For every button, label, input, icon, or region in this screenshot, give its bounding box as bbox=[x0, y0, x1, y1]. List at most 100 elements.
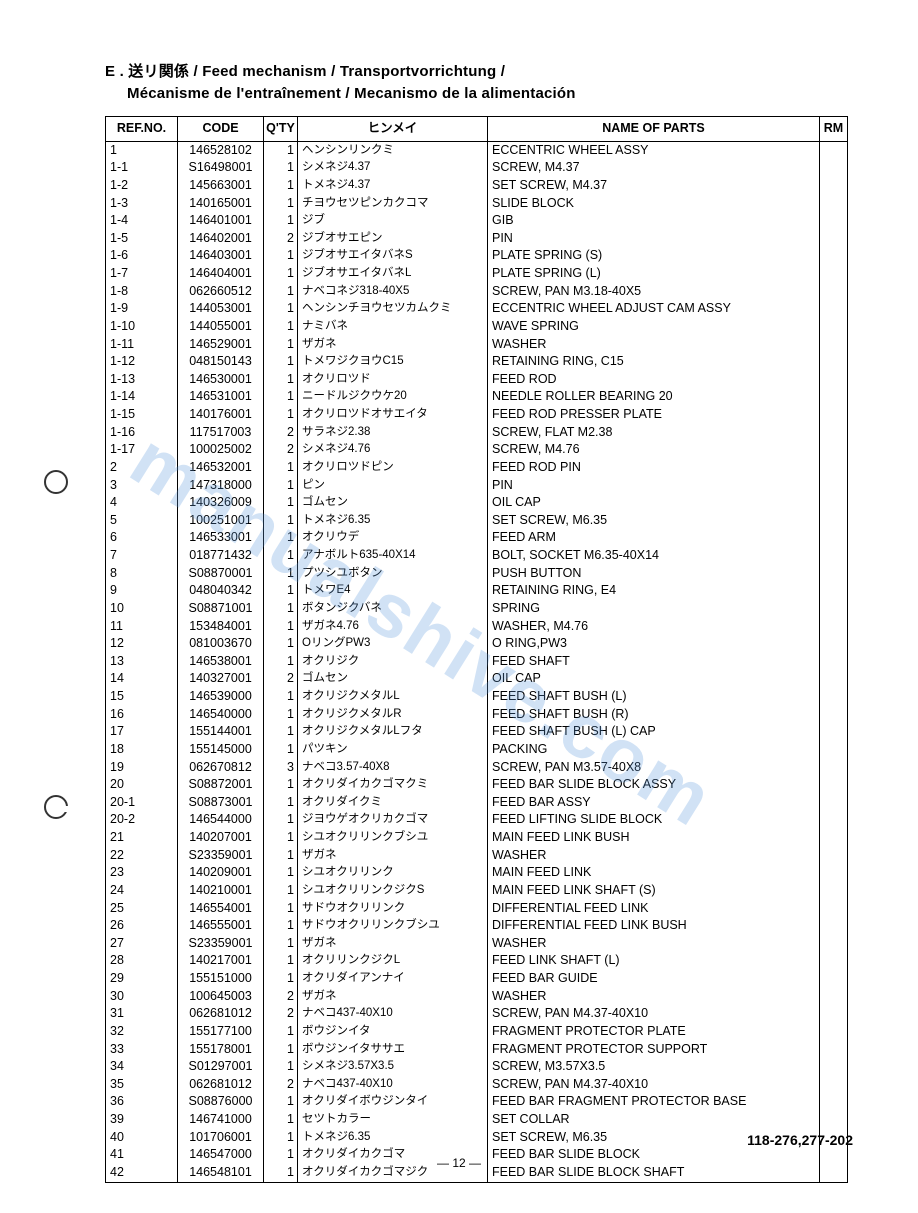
cell-ref: 25 bbox=[106, 900, 178, 918]
cell-qty: 1 bbox=[264, 494, 298, 512]
cell-name: WASHER, M4.76 bbox=[488, 618, 820, 636]
cell-jp: ザガネ bbox=[298, 988, 488, 1006]
cell-jp: オクリジク bbox=[298, 653, 488, 671]
cell-rm bbox=[820, 318, 848, 336]
table-row: 1-61464030011ジブオサエイタバネSPLATE SPRING (S) bbox=[106, 247, 848, 265]
cell-code: 140209001 bbox=[178, 864, 264, 882]
cell-qty: 1 bbox=[264, 600, 298, 618]
table-row: 1-71464040011ジブオサエイタバネLPLATE SPRING (L) bbox=[106, 265, 848, 283]
cell-code: 062670812 bbox=[178, 759, 264, 777]
table-row: 1-31401650011チヨウセツピンカクコマSLIDE BLOCK bbox=[106, 195, 848, 213]
cell-rm bbox=[820, 247, 848, 265]
cell-qty: 1 bbox=[264, 776, 298, 794]
table-row: 301006450032ザガネWASHER bbox=[106, 988, 848, 1006]
cell-name: WASHER bbox=[488, 847, 820, 865]
table-row: 211402070011シユオクリリンクブシユMAIN FEED LINK BU… bbox=[106, 829, 848, 847]
cell-jp: シメネジ4.76 bbox=[298, 441, 488, 459]
cell-code: 146403001 bbox=[178, 247, 264, 265]
cell-code: 146401001 bbox=[178, 212, 264, 230]
cell-jp: オクリジクメタルL bbox=[298, 688, 488, 706]
table-row: 1-131465300011オクリロツドFEED ROD bbox=[106, 371, 848, 389]
cell-rm bbox=[820, 371, 848, 389]
cell-ref: 16 bbox=[106, 706, 178, 724]
cell-jp: ピン bbox=[298, 477, 488, 495]
cell-rm bbox=[820, 759, 848, 777]
cell-ref: 9 bbox=[106, 582, 178, 600]
parts-table: REF.NO. CODE Q'TY ヒンメイ NAME OF PARTS RM … bbox=[105, 116, 848, 1183]
cell-rm bbox=[820, 1023, 848, 1041]
cell-code: 146539000 bbox=[178, 688, 264, 706]
cell-jp: オクリウデ bbox=[298, 529, 488, 547]
cell-jp: ニードルジクウケ20 bbox=[298, 388, 488, 406]
cell-rm bbox=[820, 494, 848, 512]
cell-qty: 1 bbox=[264, 388, 298, 406]
footer-page-number: — 12 — bbox=[0, 1156, 918, 1170]
cell-code: S23359001 bbox=[178, 935, 264, 953]
cell-jp: オクリジクメタルR bbox=[298, 706, 488, 724]
cell-name: MAIN FEED LINK SHAFT (S) bbox=[488, 882, 820, 900]
cell-name: WAVE SPRING bbox=[488, 318, 820, 336]
cell-rm bbox=[820, 230, 848, 248]
th-name: NAME OF PARTS bbox=[488, 117, 820, 142]
cell-code: 048150143 bbox=[178, 353, 264, 371]
cell-name: BOLT, SOCKET M6.35-40X14 bbox=[488, 547, 820, 565]
cell-rm bbox=[820, 300, 848, 318]
cell-jp: シメネジ4.37 bbox=[298, 159, 488, 177]
cell-ref: 18 bbox=[106, 741, 178, 759]
cell-ref: 7 bbox=[106, 547, 178, 565]
cell-name: RETAINING RING, E4 bbox=[488, 582, 820, 600]
th-qty: Q'TY bbox=[264, 117, 298, 142]
cell-name: FEED SHAFT BUSH (L) CAP bbox=[488, 723, 820, 741]
cell-rm bbox=[820, 388, 848, 406]
table-row: 8S088700011プツシユボタンPUSH BUTTON bbox=[106, 565, 848, 583]
cell-ref: 20-2 bbox=[106, 811, 178, 829]
cell-qty: 1 bbox=[264, 247, 298, 265]
section-title-line1: E . 送リ関係 / Feed mechanism / Transportvor… bbox=[105, 60, 863, 81]
cell-rm bbox=[820, 336, 848, 354]
table-row: 1-161175170032サラネジ2.38SCREW, FLAT M2.38 bbox=[106, 424, 848, 442]
page: E . 送リ関係 / Feed mechanism / Transportvor… bbox=[0, 0, 918, 1213]
cell-qty: 1 bbox=[264, 864, 298, 882]
cell-jp: ナミバネ bbox=[298, 318, 488, 336]
table-row: 1-91440530011ヘンシンチヨウセツカムクミECCENTRIC WHEE… bbox=[106, 300, 848, 318]
cell-jp: トメワE4 bbox=[298, 582, 488, 600]
cell-code: 146554001 bbox=[178, 900, 264, 918]
cell-ref: 32 bbox=[106, 1023, 178, 1041]
cell-rm bbox=[820, 829, 848, 847]
cell-rm bbox=[820, 265, 848, 283]
cell-name: WASHER bbox=[488, 935, 820, 953]
cell-ref: 26 bbox=[106, 917, 178, 935]
cell-jp: オクリジクメタルLフタ bbox=[298, 723, 488, 741]
cell-qty: 1 bbox=[264, 1041, 298, 1059]
cell-name: FEED LIFTING SLIDE BLOCK bbox=[488, 811, 820, 829]
cell-ref: 1-6 bbox=[106, 247, 178, 265]
table-row: 190626708123ナベコ3.57-40X8SCREW, PAN M3.57… bbox=[106, 759, 848, 777]
table-row: 31473180001ピンPIN bbox=[106, 477, 848, 495]
table-row: 1-101440550011ナミバネWAVE SPRING bbox=[106, 318, 848, 336]
cell-qty: 1 bbox=[264, 829, 298, 847]
table-row: 331551780011ボウジンイタササエFRAGMENT PROTECTOR … bbox=[106, 1041, 848, 1059]
cell-name: FEED ROD PRESSER PLATE bbox=[488, 406, 820, 424]
table-row: 11465281021ヘンシンリンクミECCENTRIC WHEEL ASSY bbox=[106, 141, 848, 159]
cell-rm bbox=[820, 952, 848, 970]
table-row: 120810036701OリングPW3O RING,PW3 bbox=[106, 635, 848, 653]
table-row: 241402100011シユオクリリンクジクSMAIN FEED LINK SH… bbox=[106, 882, 848, 900]
cell-jp: セツトカラー bbox=[298, 1111, 488, 1129]
cell-ref: 1-5 bbox=[106, 230, 178, 248]
cell-jp: チヨウセツピンカクコマ bbox=[298, 195, 488, 213]
cell-rm bbox=[820, 600, 848, 618]
cell-name: MAIN FEED LINK bbox=[488, 864, 820, 882]
table-row: 1-51464020012ジブオサエピンPIN bbox=[106, 230, 848, 248]
cell-jp: サラネジ2.38 bbox=[298, 424, 488, 442]
table-row: 261465550011サドウオクリリンクブシユDIFFERENTIAL FEE… bbox=[106, 917, 848, 935]
cell-qty: 1 bbox=[264, 1129, 298, 1147]
cell-qty: 2 bbox=[264, 230, 298, 248]
cell-name: PUSH BUTTON bbox=[488, 565, 820, 583]
cell-ref: 1-3 bbox=[106, 195, 178, 213]
cell-qty: 1 bbox=[264, 265, 298, 283]
table-row: 1-120481501431トメワジクヨウC15RETAINING RING, … bbox=[106, 353, 848, 371]
cell-jp: シユオクリリンク bbox=[298, 864, 488, 882]
cell-code: S23359001 bbox=[178, 847, 264, 865]
cell-code: 140327001 bbox=[178, 670, 264, 688]
cell-ref: 1-13 bbox=[106, 371, 178, 389]
